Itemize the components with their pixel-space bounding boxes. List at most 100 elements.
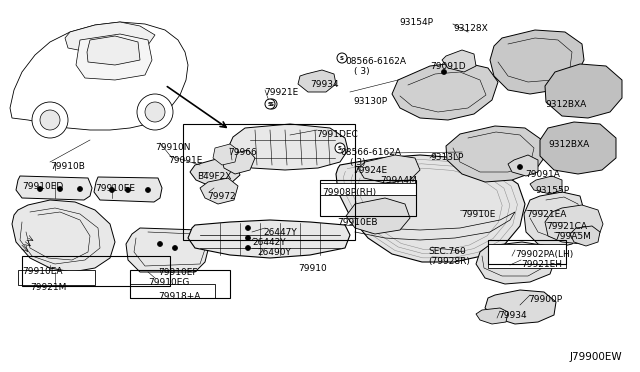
Text: 79910EG: 79910EG <box>148 278 189 287</box>
Circle shape <box>518 164 522 170</box>
Text: 08566-6162A: 08566-6162A <box>340 148 401 157</box>
Polygon shape <box>228 124 348 170</box>
Polygon shape <box>94 177 162 202</box>
Circle shape <box>267 99 277 109</box>
Text: 79921E: 79921E <box>264 88 298 97</box>
Circle shape <box>157 241 163 247</box>
Polygon shape <box>485 290 556 324</box>
Circle shape <box>246 246 250 250</box>
Polygon shape <box>65 22 155 52</box>
Text: 79910N: 79910N <box>155 143 191 152</box>
Polygon shape <box>190 158 240 186</box>
Text: 93155P: 93155P <box>535 186 569 195</box>
Text: 93154P: 93154P <box>399 18 433 27</box>
Text: (79928R): (79928R) <box>428 257 470 266</box>
Text: ( 3): ( 3) <box>354 67 370 76</box>
Bar <box>320 180 416 216</box>
Circle shape <box>442 70 447 74</box>
Polygon shape <box>298 70 336 92</box>
Polygon shape <box>346 198 410 234</box>
Text: 79921M: 79921M <box>30 283 67 292</box>
Text: 9312BXA: 9312BXA <box>548 140 589 149</box>
Bar <box>183 124 355 240</box>
Text: 26442Y: 26442Y <box>252 238 285 247</box>
Text: 79902PA(LH): 79902PA(LH) <box>515 250 573 259</box>
Circle shape <box>145 102 165 122</box>
Text: 79908P(RH): 79908P(RH) <box>322 188 376 197</box>
Polygon shape <box>545 205 603 244</box>
Text: 79934: 79934 <box>310 80 339 89</box>
Bar <box>130 270 230 298</box>
Text: 79091A: 79091A <box>525 170 560 179</box>
Polygon shape <box>570 226 600 246</box>
Circle shape <box>125 187 131 192</box>
Polygon shape <box>358 155 420 183</box>
Polygon shape <box>130 284 215 298</box>
Polygon shape <box>540 122 616 174</box>
Text: 79921EA: 79921EA <box>526 210 566 219</box>
Text: 79091D: 79091D <box>430 62 466 71</box>
Polygon shape <box>320 183 416 195</box>
Text: 79966: 79966 <box>228 148 257 157</box>
Text: S: S <box>270 102 274 106</box>
Circle shape <box>145 187 150 192</box>
Text: SEC.760: SEC.760 <box>428 247 466 256</box>
Text: 79910: 79910 <box>298 264 327 273</box>
Polygon shape <box>16 176 92 200</box>
Polygon shape <box>10 22 188 130</box>
Polygon shape <box>446 126 544 182</box>
Polygon shape <box>442 50 476 72</box>
Text: 79910EF: 79910EF <box>158 268 198 277</box>
Polygon shape <box>490 30 584 94</box>
Text: 26447Y: 26447Y <box>263 228 297 237</box>
Polygon shape <box>87 36 140 65</box>
Bar <box>22 256 170 286</box>
Text: 79900P: 79900P <box>528 295 562 304</box>
Text: S: S <box>340 55 344 61</box>
Text: S: S <box>338 145 342 151</box>
Polygon shape <box>18 270 95 285</box>
Circle shape <box>265 99 275 109</box>
Polygon shape <box>488 244 566 268</box>
Polygon shape <box>222 150 255 174</box>
Circle shape <box>38 186 42 192</box>
Text: J79900EW: J79900EW <box>570 352 623 362</box>
Text: 79924E: 79924E <box>353 166 387 175</box>
Polygon shape <box>126 228 210 272</box>
Polygon shape <box>476 242 555 284</box>
Text: 79921CA: 79921CA <box>546 222 587 231</box>
Bar <box>488 240 566 264</box>
Text: 79934: 79934 <box>498 311 527 320</box>
Text: 7991DEC: 7991DEC <box>316 130 358 139</box>
Text: 799A5M: 799A5M <box>554 232 591 241</box>
Circle shape <box>109 187 115 192</box>
Text: S: S <box>268 102 272 106</box>
Polygon shape <box>188 220 350 258</box>
Text: 79910E: 79910E <box>461 210 495 219</box>
Text: 26490Y: 26490Y <box>257 248 291 257</box>
Text: 79910EA: 79910EA <box>22 267 63 276</box>
Text: 79091E: 79091E <box>168 156 202 165</box>
Text: 799A4M: 799A4M <box>380 176 417 185</box>
Polygon shape <box>524 192 585 248</box>
Circle shape <box>58 186 63 192</box>
Text: 93128X: 93128X <box>453 24 488 33</box>
Text: 79910EB: 79910EB <box>337 218 378 227</box>
Polygon shape <box>200 178 238 204</box>
Circle shape <box>32 102 68 138</box>
Polygon shape <box>213 144 238 165</box>
Circle shape <box>40 110 60 130</box>
Polygon shape <box>76 34 152 80</box>
Text: 79921EH: 79921EH <box>521 260 562 269</box>
Circle shape <box>246 225 250 231</box>
Circle shape <box>173 246 177 250</box>
Text: 79910ED: 79910ED <box>22 182 63 191</box>
Circle shape <box>337 53 347 63</box>
Circle shape <box>335 143 345 153</box>
Polygon shape <box>545 64 622 118</box>
Polygon shape <box>508 155 538 176</box>
Polygon shape <box>336 155 525 262</box>
Text: 79972: 79972 <box>207 192 236 201</box>
Circle shape <box>246 235 250 241</box>
Text: 9312BXA: 9312BXA <box>545 100 586 109</box>
